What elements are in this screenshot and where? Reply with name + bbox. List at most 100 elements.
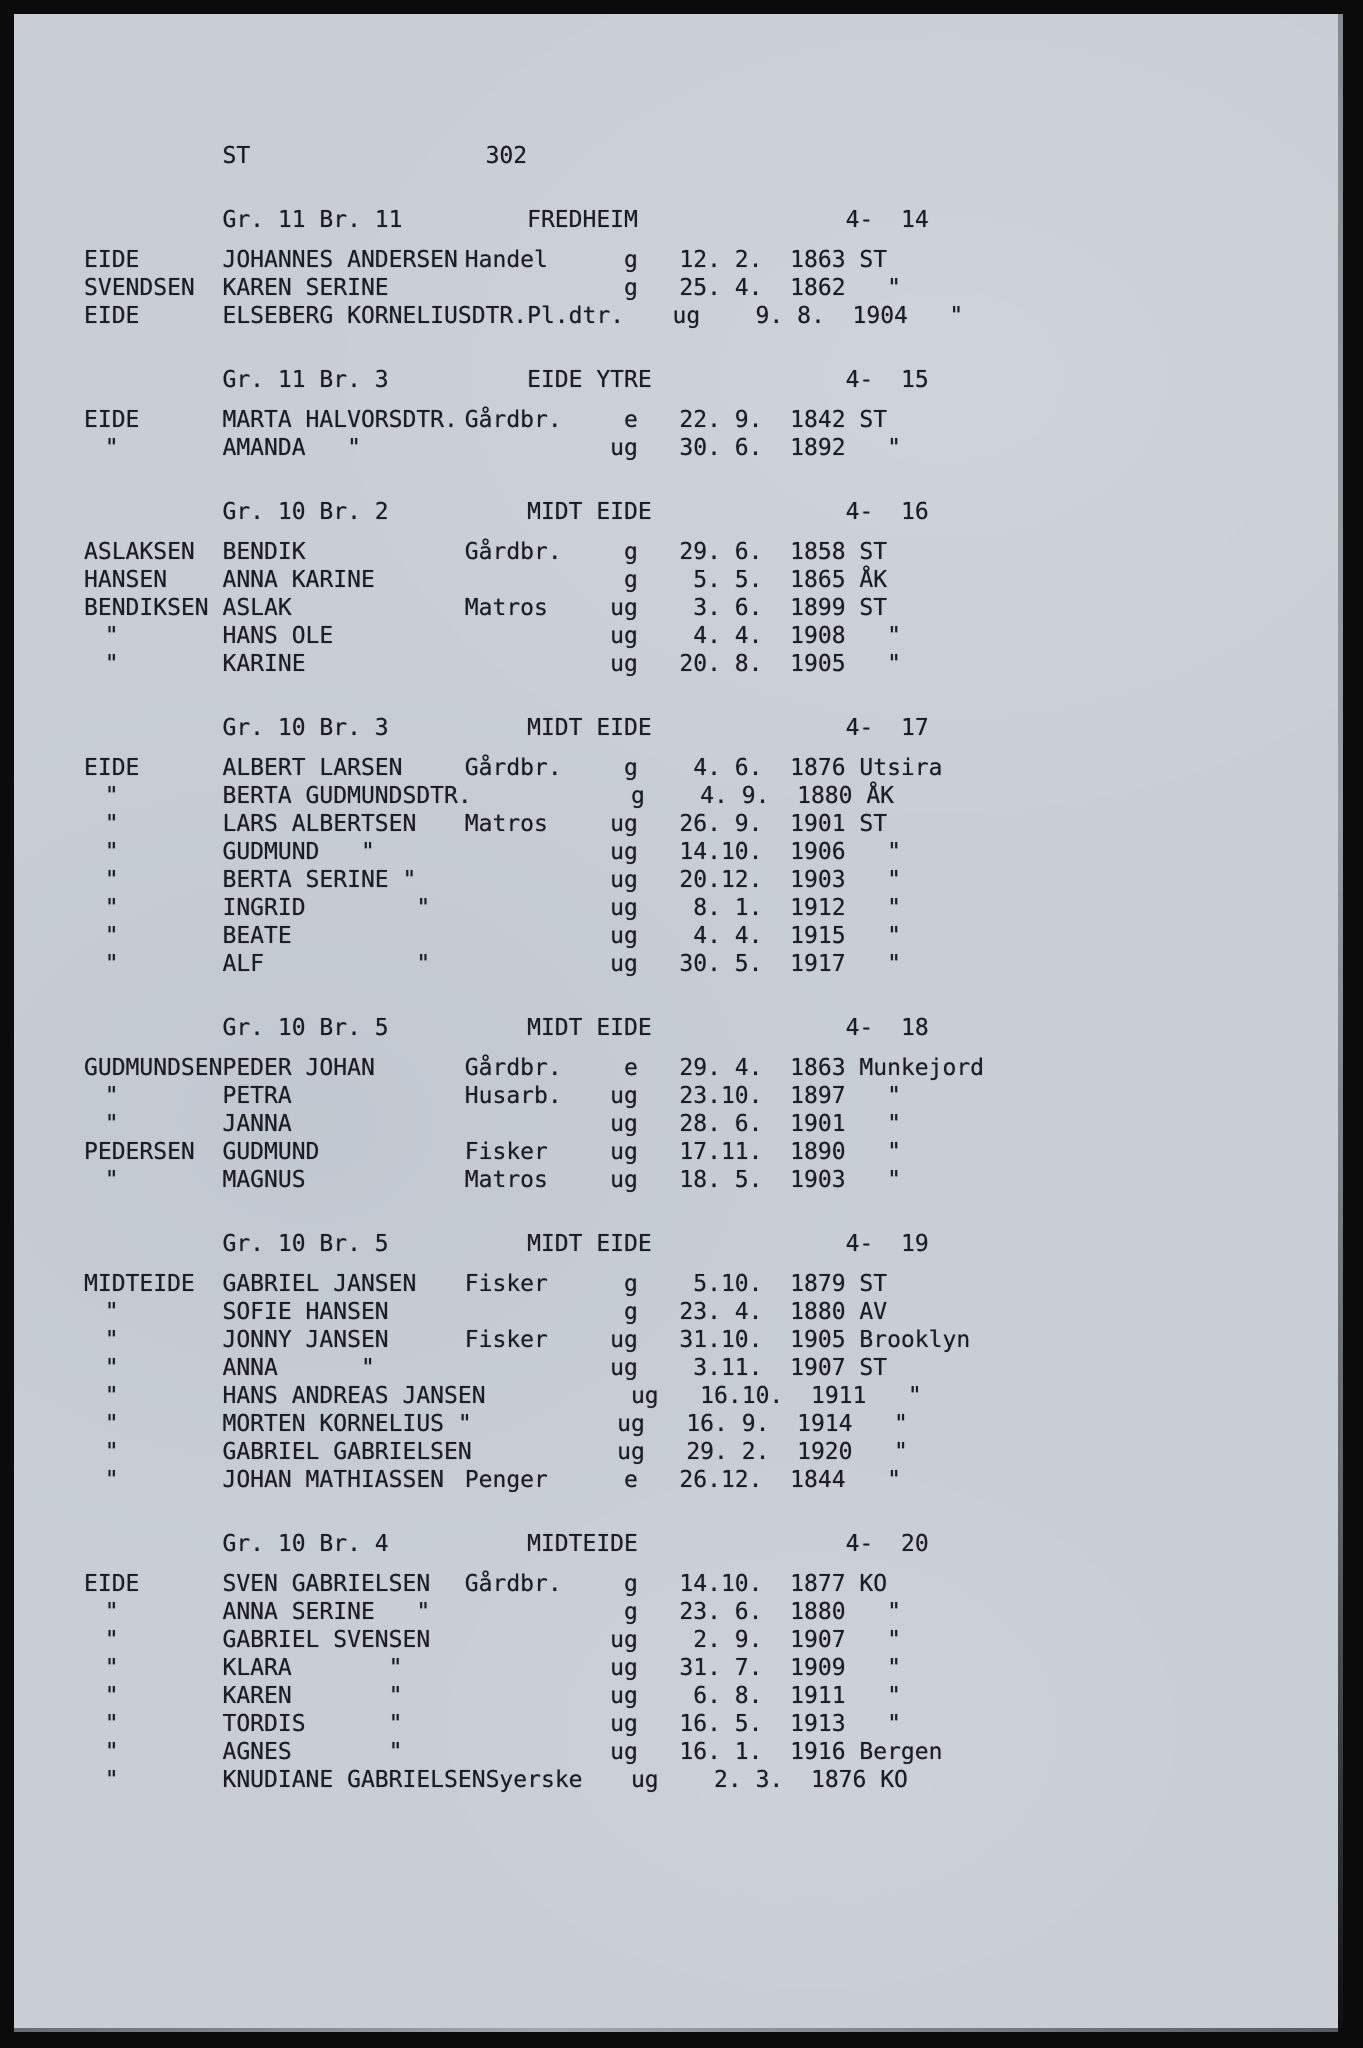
surname-cell: EIDE <box>84 755 140 781</box>
birth-month-cell: 2 <box>734 247 749 273</box>
person-row: BENDIKSEN ASLAK Matros ug 3. 6. 1899 ST <box>84 594 1343 622</box>
surname-cell: " <box>104 1467 119 1493</box>
birthplace-cell: " <box>887 923 901 949</box>
person-rows: EIDE SVEN GABRIELSEN Gårdbr. g 14.10. 1877 KO … <box>84 1570 1343 1794</box>
surname-cell: " <box>104 1383 119 1409</box>
birth-month-cell: 8 <box>797 303 811 329</box>
date-separator: . <box>707 435 721 461</box>
birth-day-cell: 5 <box>693 1271 708 1297</box>
given-name-cell: LARS ALBERTSEN <box>222 811 417 837</box>
occupation-cell: Matros <box>464 811 548 837</box>
birthplace-cell: " <box>887 1599 901 1625</box>
birth-year-cell: 1880 <box>790 1299 846 1325</box>
occupation-cell: Penger <box>464 1467 548 1493</box>
birth-day-cell: 29 <box>679 539 708 565</box>
given-name-cell: ANNA " <box>222 1355 375 1381</box>
birth-day-cell: 31 <box>679 1655 708 1681</box>
surname-cell: ASLAKSEN <box>84 539 195 565</box>
marital-status-cell: ug <box>617 1411 645 1437</box>
birth-year-cell: 1912 <box>790 895 846 921</box>
surname-cell: " <box>104 435 119 461</box>
birth-day-cell: 26 <box>679 811 708 837</box>
birth-day-cell: 2 <box>714 1767 728 1793</box>
person-row: GUDMUNDSENPEDER JOHAN Gårdbr. e 29. 4. 1863 Mu… <box>84 1054 1343 1082</box>
person-rows: GUDMUNDSENPEDER JOHAN Gårdbr. e 29. 4. 1863 Mu… <box>84 1054 1343 1194</box>
surname-cell: " <box>104 1355 119 1381</box>
date-separator: . <box>707 623 721 649</box>
birth-year-cell: 1863 <box>790 247 846 273</box>
birth-year-cell: 1911 <box>790 1683 846 1709</box>
birth-month-cell: 6 <box>734 539 749 565</box>
occupation-cell: Gårdbr. <box>464 1055 562 1081</box>
surname-cell: MIDTEIDE <box>84 1271 195 1297</box>
marital-status-cell: ug <box>610 1139 638 1165</box>
birthplace-cell: " <box>949 303 964 329</box>
occupation-cell: Matros <box>464 1167 548 1193</box>
birthplace-cell: ST <box>859 1355 888 1381</box>
birth-day-cell: 4 <box>693 623 708 649</box>
date-separator: . <box>748 1571 763 1597</box>
surname-cell: " <box>104 895 119 921</box>
person-row: EIDE MARTA HALVORSDTR. Gårdbr. e 22. 9. 1842 ST <box>84 406 1343 434</box>
marital-status-cell: e <box>624 1467 638 1493</box>
person-row: EIDE ELSEBERG KORNELIUSDTR.Pl.dtr. ug 9. 8. 1… <box>84 302 1343 330</box>
given-name-cell: BERTA GUDMUNDSDTR. <box>222 783 472 809</box>
date-separator: . <box>727 1383 742 1409</box>
birth-month-cell: 10 <box>720 1083 749 1109</box>
birthplace-cell: " <box>887 1711 901 1737</box>
date-separator: . <box>707 1571 721 1597</box>
marital-status-cell: ug <box>610 623 638 649</box>
birthplace-cell: " <box>887 623 901 649</box>
birth-year-cell: 1892 <box>790 435 846 461</box>
farm-name: MIDTEIDE <box>527 1531 638 1557</box>
birthplace-cell: AV <box>859 1299 888 1325</box>
occupation-cell: Matros <box>464 595 548 621</box>
birth-month-cell: 11 <box>720 1139 749 1165</box>
birth-year-cell: 1908 <box>790 623 846 649</box>
date-separator: . <box>748 1711 763 1737</box>
surname-cell: " <box>104 1439 119 1465</box>
birth-month-cell: 10 <box>720 839 749 865</box>
date-separator: . <box>748 567 763 593</box>
given-name-cell: INGRID " <box>222 895 431 921</box>
birth-day-cell: 20 <box>679 867 708 893</box>
census-section: Gr. 10 Br. 3 MIDT EIDE 4- 17 EIDE ALBERT LA… <box>84 714 1343 978</box>
birth-day-cell: 3 <box>693 595 708 621</box>
date-separator: . <box>748 1055 763 1081</box>
person-row: " GUDMUND " ug 14.10. 1906 " <box>84 838 1343 866</box>
birthplace-cell: " <box>887 1083 901 1109</box>
surname-cell: GUDMUNDSEN <box>84 1055 223 1081</box>
date-separator: . <box>748 275 763 301</box>
census-section: Gr. 10 Br. 4 MIDTEIDE 4- 20 EIDE SVEN GABRI… <box>84 1530 1343 1794</box>
register-reference: 4- 16 <box>845 499 929 525</box>
group-parcel-label: Gr. 11 Br. 11 <box>222 207 403 233</box>
date-separator: . <box>707 539 721 565</box>
scanned-census-page: ST 302 Gr. 11 Br. 11 FREDHEIM 4- 14 EIDE JOH… <box>14 14 1343 2032</box>
person-row: MIDTEIDE GABRIEL JANSEN Fisker g 5.10. 1879 ST <box>84 1270 1343 1298</box>
date-separator: . <box>707 1167 721 1193</box>
given-name-cell: KAREN " <box>222 1683 403 1709</box>
birthplace-cell: ST <box>859 539 888 565</box>
birth-year-cell: 1909 <box>790 1655 846 1681</box>
date-separator: . <box>769 1767 784 1793</box>
surname-cell: " <box>104 1767 119 1793</box>
surname-cell: BENDIKSEN <box>84 595 209 621</box>
surname-cell: " <box>104 1599 119 1625</box>
birth-day-cell: 31 <box>679 1327 708 1353</box>
surname-cell: " <box>104 1083 119 1109</box>
birth-day-cell: 6 <box>693 1683 708 1709</box>
birthplace-cell: " <box>887 1111 901 1137</box>
given-name-cell: ELSEBERG KORNELIUSDTR. <box>222 303 528 329</box>
person-row: " ANNA SERINE " g 23. 6. 1880 " <box>84 1598 1343 1626</box>
birth-day-cell: 20 <box>679 651 708 677</box>
census-section: Gr. 10 Br. 5 MIDT EIDE 4- 19 MIDTEIDE GABRI… <box>84 1230 1343 1494</box>
marital-status-cell: ug <box>610 951 638 977</box>
birth-year-cell: 1890 <box>790 1139 846 1165</box>
birth-month-cell: 9 <box>741 1411 756 1437</box>
birth-year-cell: 1876 <box>810 1767 867 1793</box>
date-separator: . <box>769 1383 784 1409</box>
person-row: " HANS ANDREAS JANSEN ug 16.10. 1911 " <box>84 1382 1343 1410</box>
birth-month-cell: 12 <box>720 867 749 893</box>
surname-cell: EIDE <box>84 247 140 273</box>
